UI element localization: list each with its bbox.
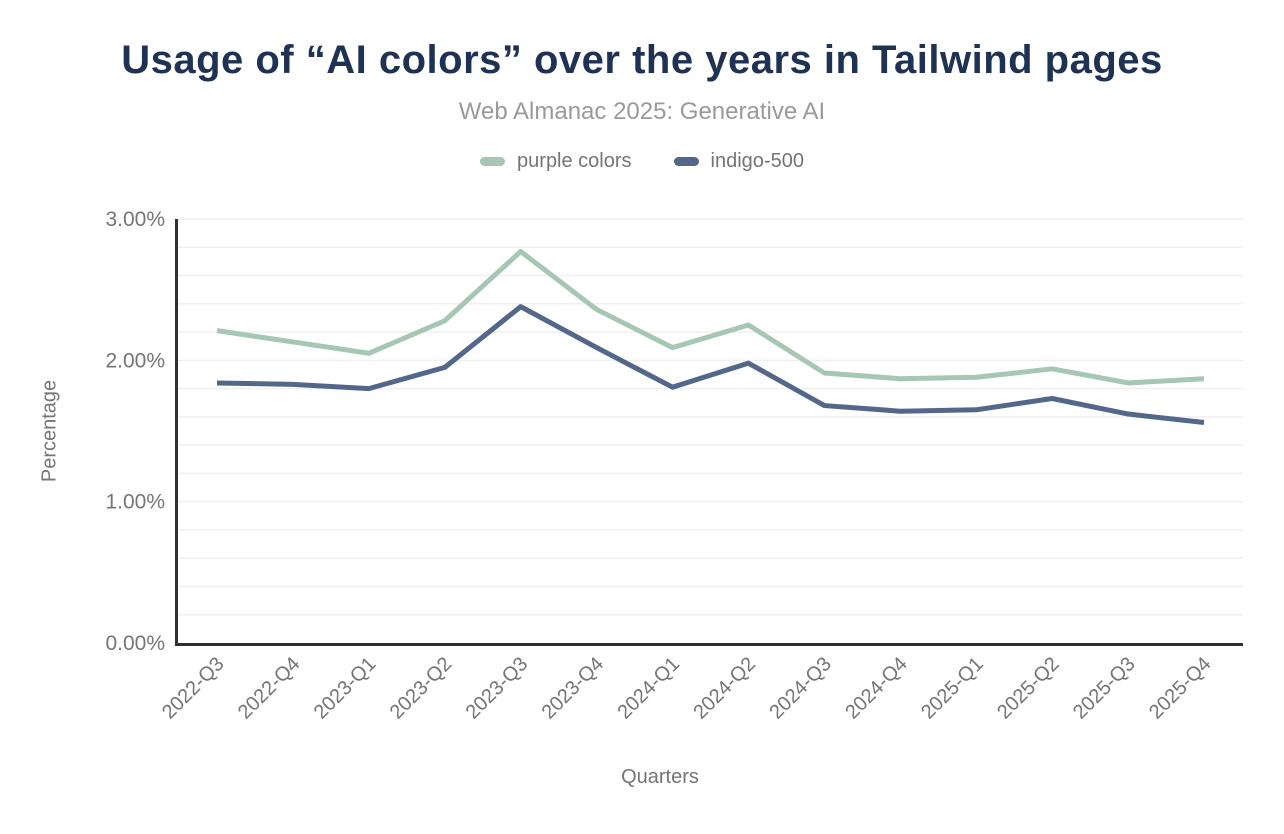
x-tick-label: 2023-Q2 [386,653,457,724]
x-tick-label: 2022-Q4 [234,653,305,724]
x-tick-label: 2023-Q1 [310,653,381,724]
series-line-indigo-500 [216,304,1205,426]
x-tick-label: 2024-Q2 [689,653,760,724]
x-tick-label: 2025-Q2 [993,653,1064,724]
x-tick-label: 2025-Q1 [917,653,988,724]
legend: purple colors indigo-500 [0,150,1284,173]
legend-item-purple-colors[interactable]: purple colors [480,150,632,173]
chart-title: Usage of “AI colors” over the years in T… [121,38,1163,82]
chart-subtitle: Web Almanac 2025: Generative AI [458,98,826,125]
x-tick-label: 2024-Q3 [765,653,836,724]
x-tick-label: 2023-Q4 [538,653,609,724]
legend-label-indigo-500: indigo-500 [710,150,804,172]
legend-item-indigo-500[interactable]: indigo-500 [673,150,804,173]
y-tick-label: 1.00% [105,491,165,514]
x-tick-label: 2022-Q3 [158,653,229,724]
x-tick-label: 2024-Q4 [841,653,912,724]
series-line-purple-colors [216,249,1205,386]
y-tick-label: 0.00% [105,632,165,655]
x-axis-title: Quarters [621,766,699,788]
legend-label-purple-colors: purple colors [517,150,632,172]
x-tick-label: 2024-Q1 [613,653,684,724]
x-tick-label: 2025-Q3 [1069,653,1140,724]
x-tick-label: 2023-Q3 [462,653,533,724]
x-tick-label: 2025-Q4 [1145,653,1216,724]
legend-swatch-purple-colors [480,157,506,166]
y-tick-label: 3.00% [105,208,165,231]
y-tick-label: 2.00% [105,349,165,372]
legend-swatch-indigo-500 [673,157,699,166]
